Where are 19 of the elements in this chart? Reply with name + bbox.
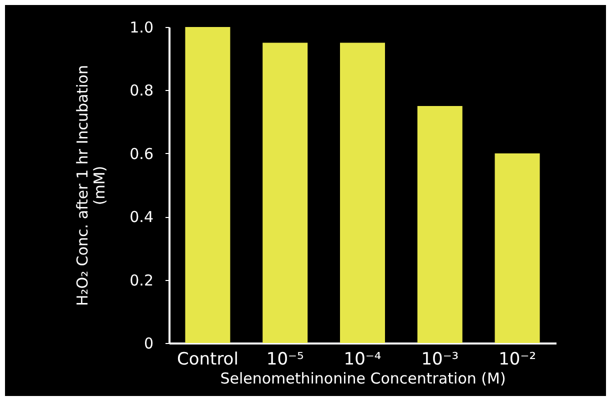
x-tick-label: Control — [176, 350, 238, 370]
text: H₂O₂ Conc. after 1 hr Incubation — [74, 65, 92, 306]
bar — [417, 106, 462, 343]
y-tick-label: 0.8 — [130, 82, 154, 100]
x-axis-title: Selenomethinonine Concentration (M) — [220, 370, 506, 388]
y-tick-label: 0.6 — [130, 144, 154, 163]
bar — [185, 27, 230, 343]
y-tick-label: 0 — [144, 334, 154, 352]
bar — [494, 153, 540, 343]
x-tick-label: 10⁻³ — [421, 350, 459, 370]
x-tick-label: 10⁻² — [498, 350, 536, 370]
y-tick-label: 0.4 — [130, 208, 154, 226]
bar — [262, 42, 308, 343]
y-tick-label: 0.2 — [130, 271, 154, 290]
y-tick-label: 1.0 — [130, 18, 154, 36]
x-tick-label: 10⁻⁴ — [344, 350, 382, 370]
bar — [340, 42, 385, 343]
text: (mM) — [90, 166, 109, 206]
x-tick-label: 10⁻⁵ — [266, 350, 304, 370]
